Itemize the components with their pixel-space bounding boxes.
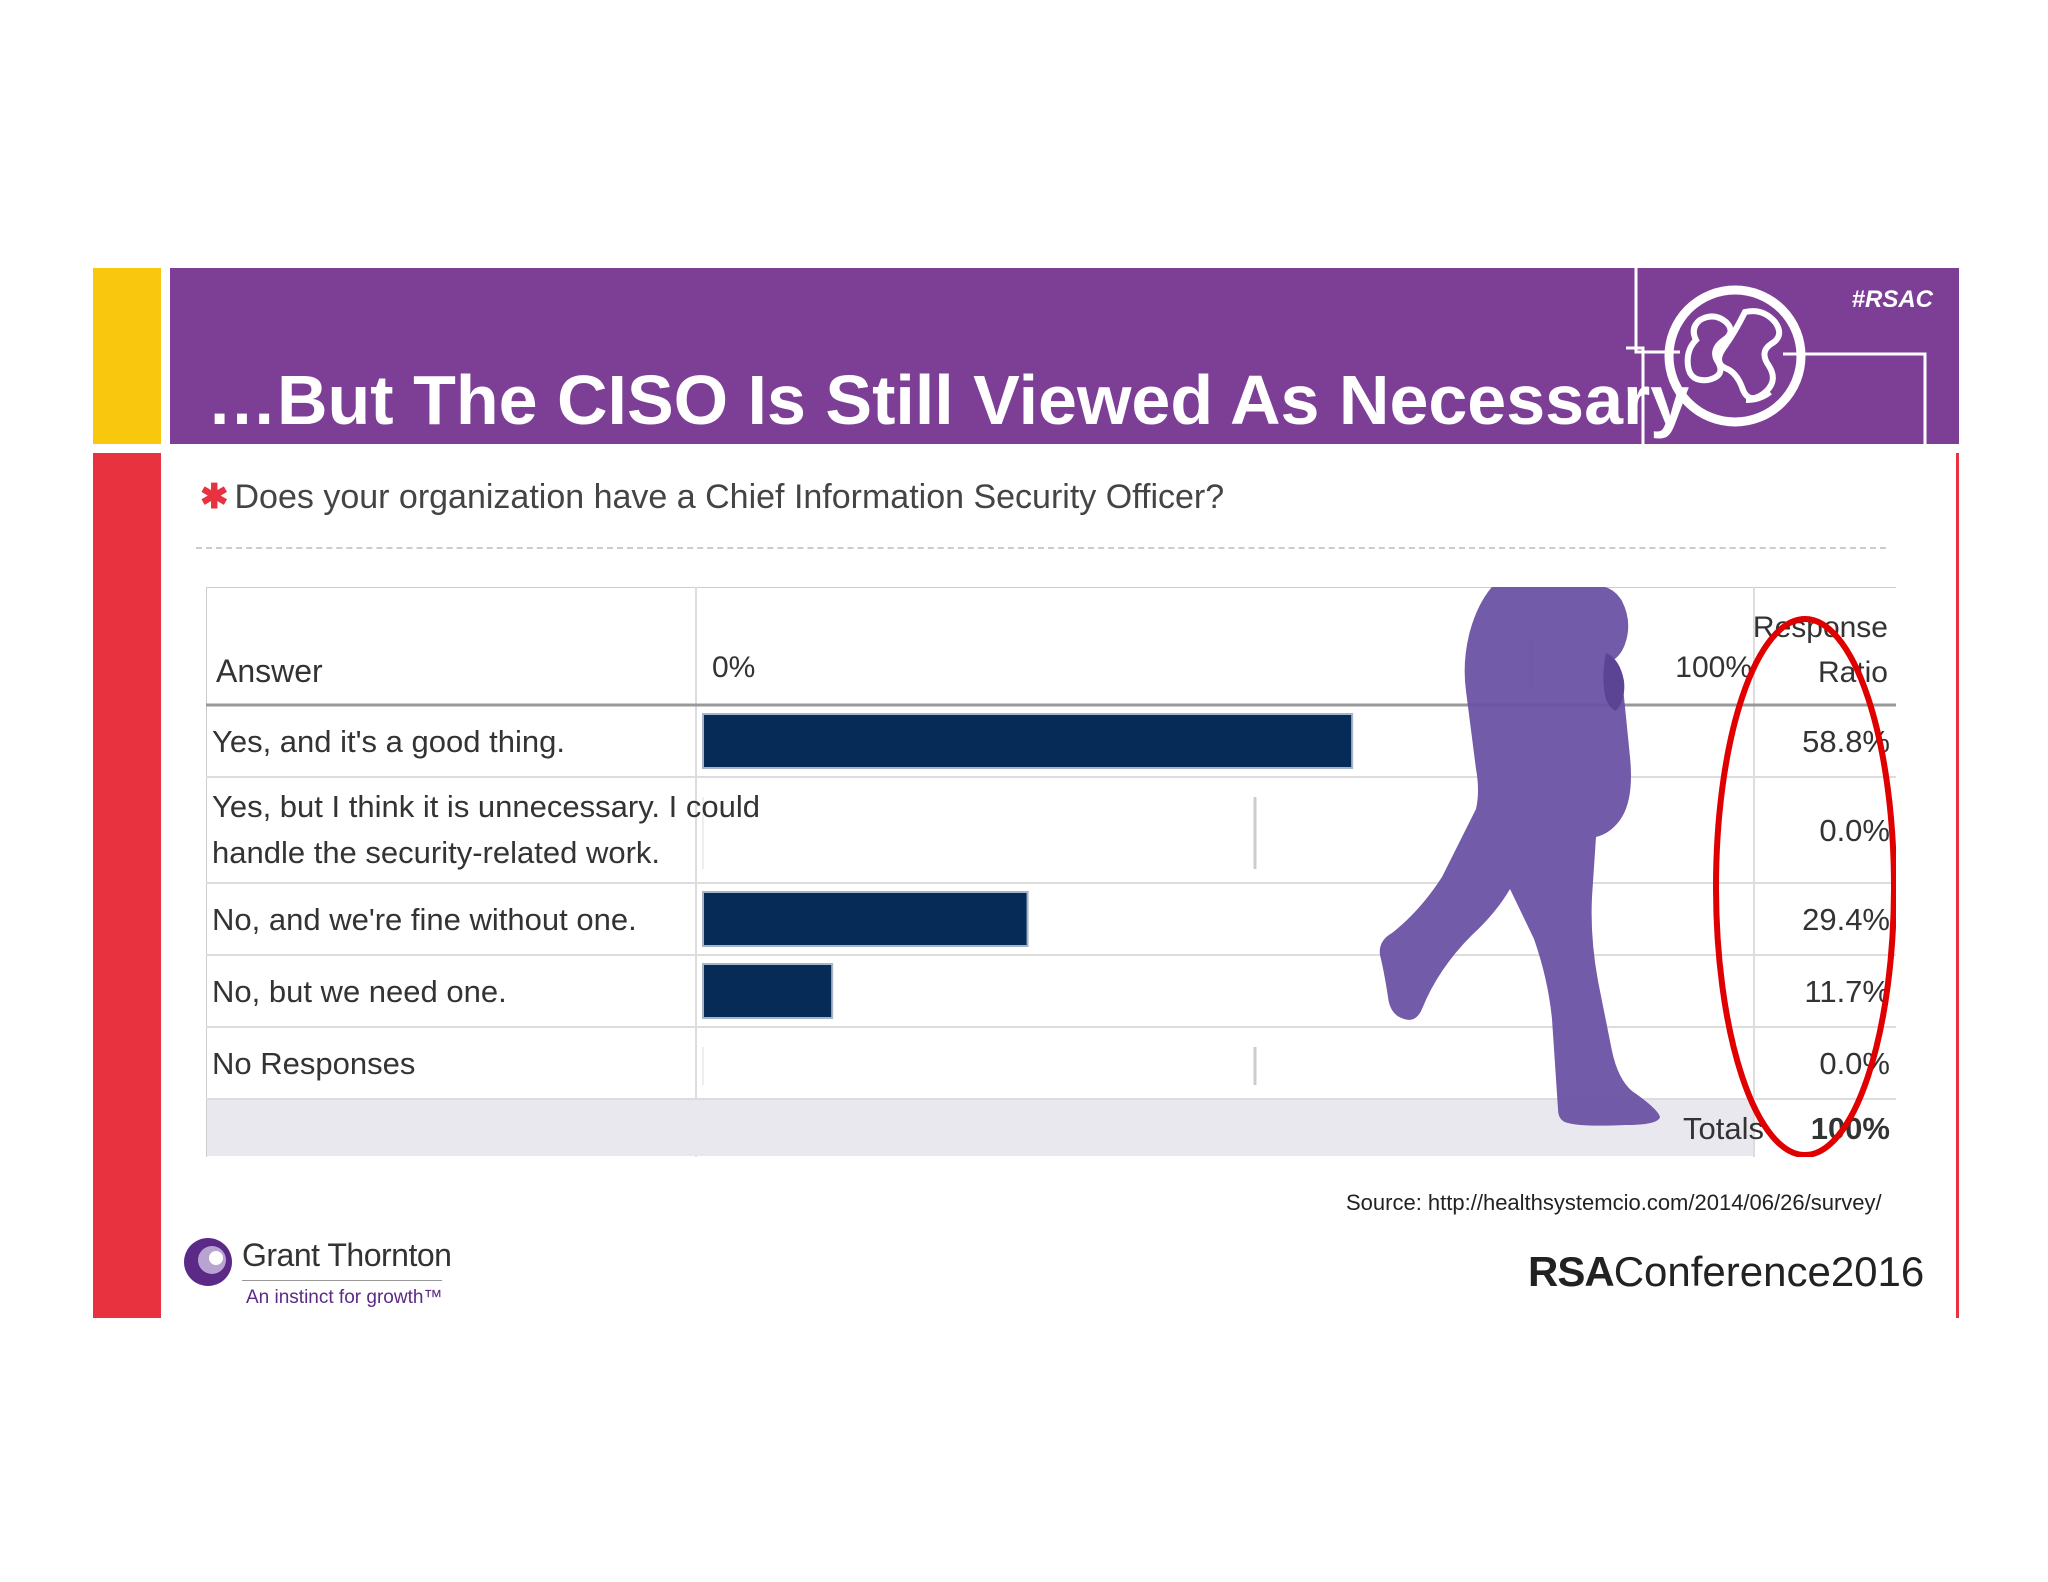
required-asterisk-icon: ✱ [200, 478, 229, 516]
answer-label: No Responses [212, 1046, 415, 1081]
globe-icon [1664, 285, 1806, 427]
grant-thornton-logo: Grant Thornton An instinct for growth™ [180, 1232, 480, 1322]
answer-label-line1: Yes, but I think it is unnecessary. I co… [212, 789, 760, 824]
answer-label: No, but we need one. [212, 974, 507, 1009]
answer-label-line2: handle the security-related work. [212, 835, 660, 870]
response-ratio-value: 11.7% [1804, 974, 1890, 1009]
response-bar [702, 963, 834, 1019]
accent-yellow-bar [93, 268, 161, 444]
grant-thornton-tagline: An instinct for growth™ [246, 1287, 443, 1308]
dashed-divider [196, 547, 1886, 549]
answer-label: Yes, and it's a good thing. [212, 724, 565, 759]
totals-row-bg [207, 1100, 1753, 1156]
page-title: …But The CISO Is Still Viewed As Necessa… [207, 361, 1690, 439]
axis-max-label: 100% [1675, 651, 1752, 684]
survey-question-text: Does your organization have a Chief Info… [234, 478, 1225, 516]
walking-man-silhouette [1379, 587, 1660, 1126]
hashtag: #RSAC [1851, 286, 1933, 313]
rsa-conference-text: Conference2016 [1613, 1248, 1925, 1295]
rsa-mark: RSA [1528, 1248, 1615, 1295]
column-header-answer: Answer [216, 653, 323, 689]
response-ratio-value: 0.0% [1819, 813, 1890, 848]
totals-label: Totals [1683, 1111, 1764, 1146]
axis-min-label: 0% [712, 651, 755, 684]
accent-red-bar [93, 453, 161, 1318]
slide-header: …But The CISO Is Still Viewed As Necessa… [170, 268, 1959, 444]
highlight-ellipse [1713, 616, 1896, 1157]
rsa-conference-logo: RSAConference2016 [1528, 1248, 1924, 1296]
grant-thornton-rule [242, 1280, 442, 1281]
response-ratio-value: 0.0% [1819, 1046, 1890, 1081]
survey-question: ✱ Does your organization have a Chief Inf… [200, 477, 1224, 517]
response-ratio-value: 29.4% [1802, 902, 1890, 937]
grant-thornton-mark-icon [184, 1238, 232, 1286]
response-bar [702, 891, 1029, 947]
response-bar [702, 713, 1354, 769]
accent-right-line [1956, 453, 1959, 1318]
source-citation: Source: http://healthsystemcio.com/2014/… [1346, 1190, 1882, 1215]
answer-label: No, and we're fine without one. [212, 902, 637, 937]
table-header-bg [206, 587, 1896, 705]
grant-thornton-name: Grant Thornton [242, 1237, 452, 1273]
header-frame-decoration [1626, 268, 1927, 444]
